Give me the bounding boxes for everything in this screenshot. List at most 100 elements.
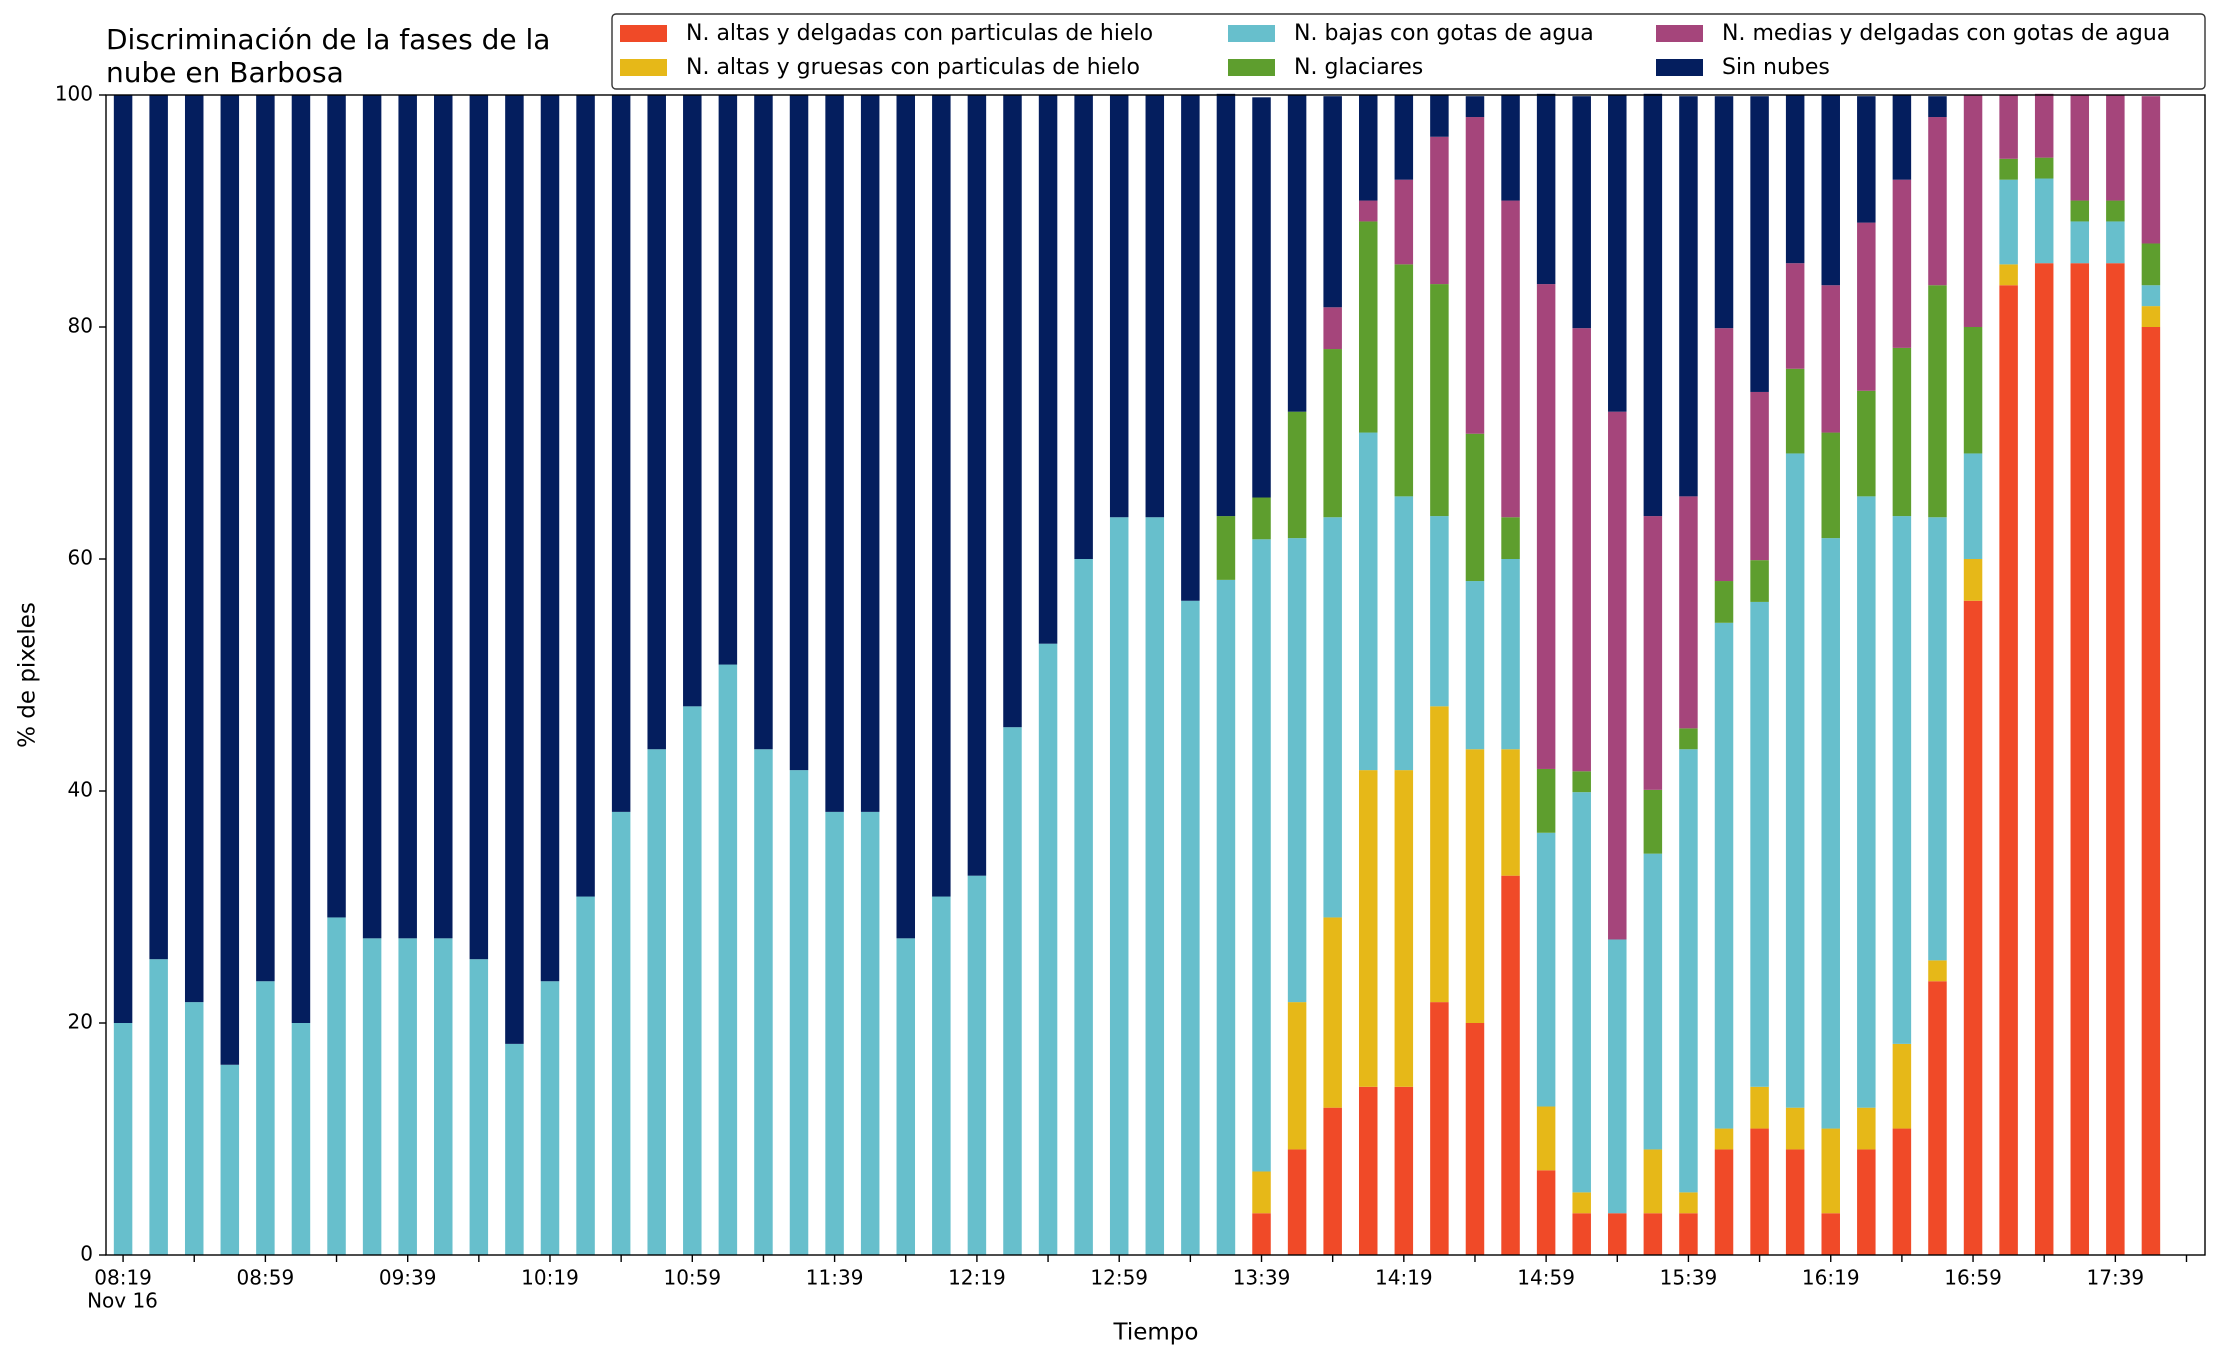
bar-segment [1857, 496, 1876, 1108]
bar-segment [1181, 95, 1200, 601]
bar-segment [1465, 749, 1485, 1023]
bar-segment [1928, 117, 1947, 286]
x-axis-label: Tiempo [1113, 1320, 1199, 1346]
bar-segment [1465, 1023, 1485, 1255]
bar-segment [1679, 1213, 1698, 1255]
bar-segment [1679, 496, 1698, 729]
bar-segment [860, 95, 880, 812]
bar-segment [1963, 600, 1983, 1255]
bar-segment [1252, 1213, 1271, 1255]
bar-segment [1928, 517, 1947, 961]
bar-segment [1714, 328, 1734, 582]
chart-title: nube en Barbosa [106, 56, 344, 89]
bar-segment [1430, 1002, 1449, 1255]
bar-segment [932, 95, 951, 897]
bar-segment [1323, 517, 1342, 918]
bar-segment [505, 95, 524, 1044]
bar-segment [683, 706, 702, 1255]
bar-segment [256, 95, 275, 982]
bar-segment [1750, 560, 1769, 602]
bar-segment [1465, 581, 1485, 750]
bar-segment [1643, 1149, 1663, 1214]
bar-segment [1145, 517, 1165, 1255]
bar-segment [1216, 579, 1236, 1255]
bar-segment [1679, 749, 1698, 1193]
bar-segment [291, 95, 311, 1023]
bar-segment [1892, 347, 1912, 517]
bar-segment [647, 749, 666, 1255]
bar-segment [184, 1002, 204, 1255]
bar-segment [1750, 1086, 1769, 1129]
bar-segment [1892, 179, 1912, 348]
bar-segment [1963, 559, 1983, 601]
bar-segment [825, 95, 844, 812]
bar-segment [2070, 263, 2090, 1255]
bar-segment [362, 95, 382, 939]
bar-segment [1358, 770, 1378, 1087]
bar-segment [434, 95, 453, 939]
legend-swatch [620, 25, 667, 42]
bar-segment [2141, 306, 2161, 327]
bar-segment [1928, 960, 1947, 982]
bar-segment [2106, 221, 2125, 264]
bar-segment [1109, 95, 1129, 518]
x-tick-label: 10:19 [521, 1266, 579, 1290]
legend-label: Sin nubes [1722, 55, 1830, 80]
legend-label: N. altas y gruesas con particulas de hie… [686, 55, 1140, 80]
bar-segment [1216, 93, 1236, 517]
bar-segment [2141, 327, 2161, 1255]
y-tick-label: 100 [55, 82, 93, 106]
bar-segment [1785, 263, 1805, 369]
bar-segment [1714, 581, 1734, 623]
bar-segment [1928, 981, 1947, 1255]
bar-segment [1999, 158, 2018, 180]
bar-segment [1358, 221, 1378, 433]
bar-segment [576, 95, 595, 897]
bar-segment [1323, 96, 1342, 308]
bar-segment [505, 1043, 524, 1255]
bar-segment [2070, 95, 2090, 201]
bar-segment [1394, 1086, 1414, 1255]
bar-segment [1430, 516, 1449, 707]
bar-segment [469, 95, 489, 960]
bar-segment [1643, 1213, 1663, 1255]
bar-segment [1536, 768, 1556, 833]
bar-segment [1643, 789, 1663, 854]
bar-segment [967, 95, 987, 876]
bar-segment [825, 811, 844, 1255]
bar-segment [1750, 96, 1769, 392]
bar-segment [1323, 349, 1342, 518]
bar-segment [932, 896, 951, 1255]
bar-segment [362, 938, 382, 1255]
bar-segment [1608, 1213, 1627, 1255]
bar-segment [1608, 939, 1627, 1214]
bar-segment [1892, 516, 1912, 1044]
bar-segment [540, 95, 560, 982]
bar-segment [1679, 1192, 1698, 1214]
bar-segment [1145, 95, 1165, 518]
bar-segment [1572, 1213, 1591, 1255]
legend: N. altas y delgadas con particulas de hi… [611, 13, 2206, 90]
bar-segment [1430, 95, 1449, 137]
bar-segment [1892, 1128, 1912, 1255]
bar-segment [789, 95, 809, 771]
bar-segment [1038, 95, 1058, 644]
bar-segment [1714, 622, 1734, 1129]
legend-label: N. bajas con gotas de agua [1294, 21, 1594, 46]
bar-segment [1394, 496, 1414, 771]
legend-label: N. medias y delgadas con gotas de agua [1722, 21, 2170, 46]
bar-segment [2141, 285, 2161, 307]
bar-segment [611, 811, 631, 1255]
y-tick-label: 40 [68, 778, 93, 802]
bar-segment [1750, 1128, 1769, 1255]
bar-segment [1430, 284, 1449, 517]
bar-segment [1287, 95, 1307, 412]
bar-segment [1536, 1106, 1556, 1171]
bar-segment [220, 1064, 240, 1255]
bar-segment [1394, 95, 1414, 180]
bar-segment [1821, 432, 1840, 539]
bar-segment [1074, 559, 1093, 1255]
bar-segment [2141, 243, 2161, 286]
bar-segment [1785, 453, 1805, 1108]
bar-segment [1358, 95, 1378, 201]
